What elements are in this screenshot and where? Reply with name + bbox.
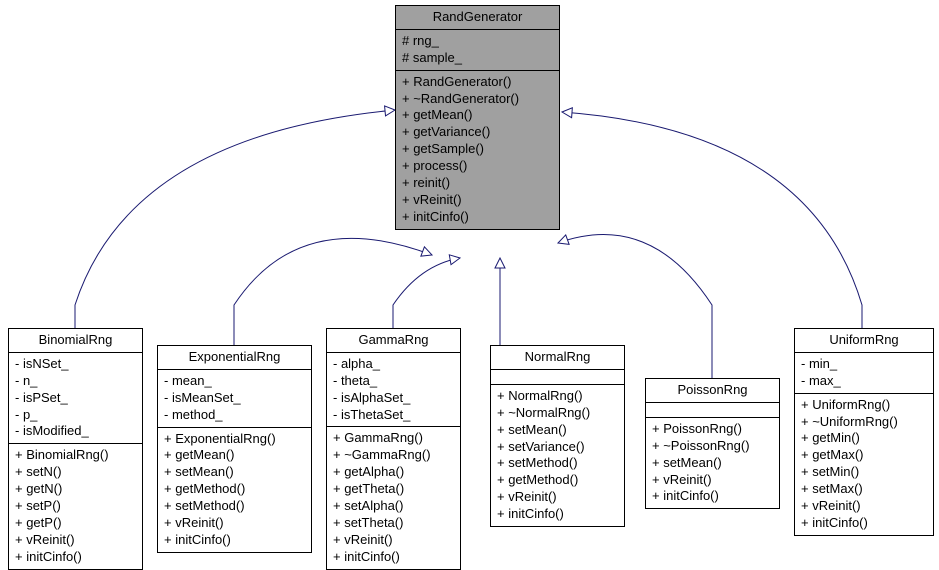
attr: - isAlphaSet_ [333, 390, 454, 407]
method: + setMax() [801, 481, 927, 498]
class-attributes: - alpha_ - theta_ - isAlphaSet_ - isThet… [327, 353, 460, 428]
method: + setMean() [164, 464, 305, 481]
method: + getMethod() [164, 481, 305, 498]
class-methods: + ExponentialRng() + getMean() + setMean… [158, 428, 311, 552]
attr: - p_ [15, 407, 136, 424]
attr: - alpha_ [333, 356, 454, 373]
class-attributes: - isNSet_ - n_ - isPSet_ - p_ - isModifi… [9, 353, 142, 444]
class-title: UniformRng [795, 329, 933, 353]
method: + ExponentialRng() [164, 431, 305, 448]
class-title: BinomialRng [9, 329, 142, 353]
method: + vReinit() [15, 532, 136, 549]
method: + PoissonRng() [652, 421, 773, 438]
edge-uniform [562, 112, 862, 328]
class-poissonrng: PoissonRng + PoissonRng() + ~PoissonRng(… [645, 378, 780, 509]
method: + process() [402, 158, 553, 175]
class-title: NormalRng [491, 346, 624, 370]
method: + ~UniformRng() [801, 414, 927, 431]
method: + getMethod() [497, 472, 618, 489]
method: + ~NormalRng() [497, 405, 618, 422]
method: + vReinit() [402, 192, 553, 209]
method: + setMin() [801, 464, 927, 481]
method: + ~PoissonRng() [652, 438, 773, 455]
method: + vReinit() [333, 532, 454, 549]
attr: - isNSet_ [15, 356, 136, 373]
class-randgenerator: RandGenerator # rng_ # sample_ + RandGen… [395, 5, 560, 230]
class-title: RandGenerator [396, 6, 559, 30]
class-methods: + NormalRng() + ~NormalRng() + setMean()… [491, 385, 624, 526]
method: + getP() [15, 515, 136, 532]
attr: - mean_ [164, 373, 305, 390]
class-methods: + GammaRng() + ~GammaRng() + getAlpha() … [327, 427, 460, 568]
method: + setTheta() [333, 515, 454, 532]
method: + setMean() [497, 422, 618, 439]
method: + initCinfo() [164, 532, 305, 549]
class-attributes: - min_ - max_ [795, 353, 933, 394]
class-methods: + UniformRng() + ~UniformRng() + getMin(… [795, 394, 933, 535]
method: + vReinit() [652, 472, 773, 489]
class-methods: + RandGenerator() + ~RandGenerator() + g… [396, 71, 559, 229]
attr: - theta_ [333, 373, 454, 390]
method: + initCinfo() [15, 549, 136, 566]
edge-binomial [75, 110, 395, 328]
method: + GammaRng() [333, 430, 454, 447]
attr: - method_ [164, 407, 305, 424]
method: + setVariance() [497, 439, 618, 456]
class-attributes: - mean_ - isMeanSet_ - method_ [158, 370, 311, 428]
class-uniformrng: UniformRng - min_ - max_ + UniformRng() … [794, 328, 934, 536]
method: + setAlpha() [333, 498, 454, 515]
method: + getAlpha() [333, 464, 454, 481]
method: + getMean() [402, 107, 553, 124]
method: + initCinfo() [497, 506, 618, 523]
attr: - isThetaSet_ [333, 407, 454, 424]
class-gammarng: GammaRng - alpha_ - theta_ - isAlphaSet_… [326, 328, 461, 570]
attr: - n_ [15, 373, 136, 390]
method: + getVariance() [402, 124, 553, 141]
method: + getSample() [402, 141, 553, 158]
attr: # sample_ [402, 50, 553, 67]
edge-gamma [393, 258, 460, 328]
class-title: ExponentialRng [158, 346, 311, 370]
method: + reinit() [402, 175, 553, 192]
attr: - min_ [801, 356, 927, 373]
attr: - max_ [801, 373, 927, 390]
class-normalrng: NormalRng + NormalRng() + ~NormalRng() +… [490, 345, 625, 527]
attr: - isPSet_ [15, 390, 136, 407]
method: + setMethod() [497, 455, 618, 472]
class-binomialrng: BinomialRng - isNSet_ - n_ - isPSet_ - p… [8, 328, 143, 570]
class-methods: + BinomialRng() + setN() + getN() + setP… [9, 444, 142, 568]
method: + vReinit() [497, 489, 618, 506]
class-methods: + PoissonRng() + ~PoissonRng() + setMean… [646, 418, 779, 508]
method: + setN() [15, 464, 136, 481]
attr: # rng_ [402, 33, 553, 50]
method: + initCinfo() [402, 209, 553, 226]
method: + getMin() [801, 430, 927, 447]
class-title: PoissonRng [646, 379, 779, 403]
method: + initCinfo() [801, 515, 927, 532]
method: + vReinit() [801, 498, 927, 515]
method: + ~GammaRng() [333, 447, 454, 464]
method: + initCinfo() [333, 549, 454, 566]
method: + initCinfo() [652, 488, 773, 505]
method: + getMean() [164, 447, 305, 464]
method: + getMax() [801, 447, 927, 464]
method: + setMethod() [164, 498, 305, 515]
attr: - isModified_ [15, 423, 136, 440]
method: + BinomialRng() [15, 447, 136, 464]
method: + UniformRng() [801, 397, 927, 414]
class-exponentialrng: ExponentialRng - mean_ - isMeanSet_ - me… [157, 345, 312, 553]
class-attributes: # rng_ # sample_ [396, 30, 559, 71]
method: + setMean() [652, 455, 773, 472]
method: + vReinit() [164, 515, 305, 532]
method: + ~RandGenerator() [402, 91, 553, 108]
attr: - isMeanSet_ [164, 390, 305, 407]
class-attributes [646, 403, 779, 418]
method: + NormalRng() [497, 388, 618, 405]
method: + getTheta() [333, 481, 454, 498]
method: + RandGenerator() [402, 74, 553, 91]
class-title: GammaRng [327, 329, 460, 353]
method: + getN() [15, 481, 136, 498]
class-attributes [491, 370, 624, 385]
method: + setP() [15, 498, 136, 515]
